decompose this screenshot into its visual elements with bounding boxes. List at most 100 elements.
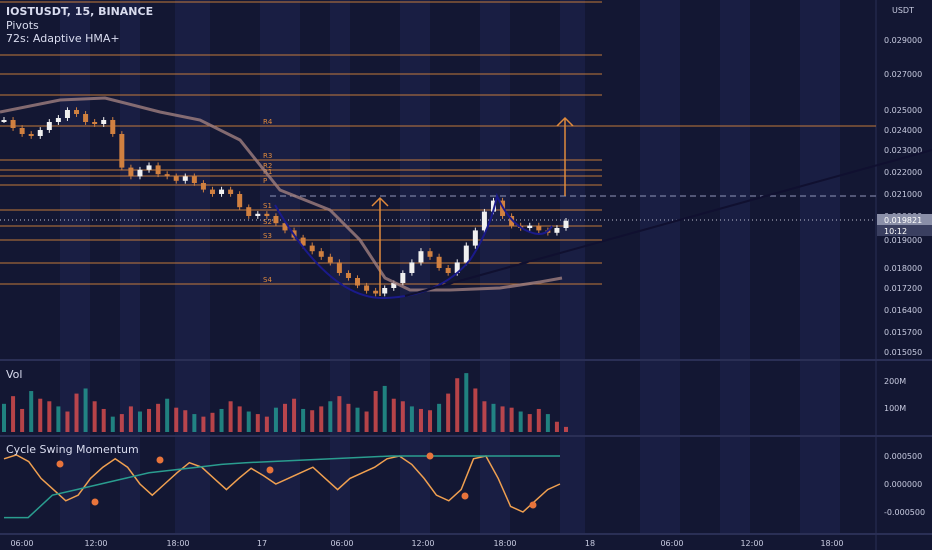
volume-bar [264,416,269,432]
volume-bar [319,406,324,432]
candle-body [255,213,261,216]
candle-body [490,200,496,212]
candle-body [481,211,487,231]
candle-body [355,278,361,286]
candle-body [563,220,569,228]
oscillator-tick-label: 0.000500 [884,452,922,461]
volume-bar [38,398,43,432]
volume-tick-label: 200M [884,377,906,386]
volume-bar [92,401,97,432]
volume-bar [536,408,541,432]
indicator-pivots-label: Pivots [6,19,39,32]
price-tick-label: 0.024000 [884,126,922,135]
volume-bar [545,414,550,432]
candle-body [164,174,170,177]
x-tick-label: 18:00 [166,539,189,548]
volume-bar [409,406,414,432]
volume-bar [56,406,61,432]
candle-body [318,251,324,257]
candle-body [83,114,89,122]
price-tick-label: 0.018000 [884,264,922,273]
oscillator-pivot-dot-6 [529,501,537,509]
oscillator-pivot-dot-3 [266,466,274,474]
oscillator-pivot-dot-0 [56,460,64,468]
oscillator-pivot-dot-4 [426,452,434,460]
session-band-3 [260,0,300,534]
projection-arrowhead-2 [556,116,574,127]
candle-body [327,256,333,263]
session-band-2 [175,0,210,534]
oscillator-pivot-dot-2 [156,456,164,464]
volume-pane-label: Vol [6,368,23,381]
cup-handle-curve [274,192,553,300]
x-tick-label: 12:00 [740,539,763,548]
volume-bar [428,410,433,432]
candle-body [228,189,234,194]
candle-body [427,251,433,257]
candle-body [436,256,442,268]
pivot-label: R3 [263,152,272,160]
currency-label: USDT [892,6,914,15]
volume-bar [418,408,423,432]
price-tick-label: 0.027000 [884,70,922,79]
candle-body [46,122,52,130]
oscillator-pane-label: Cycle Swing Momentum [6,443,139,456]
volume-bar [20,408,25,432]
volume-bar [283,403,287,432]
candle-body [400,273,406,283]
session-band-5 [400,0,430,534]
volume-bar [83,388,88,432]
volume-bar [455,378,460,432]
session-band-6 [480,0,510,534]
volume-bar [201,416,206,432]
pivot-label: S4 [263,276,272,284]
volume-bar [373,391,378,432]
price-tick-label: 0.015050 [884,348,922,357]
pivot-label: R4 [263,118,273,126]
candle-body [237,194,243,208]
volume-bar [11,396,16,432]
price-tick-label: 0.016400 [884,306,922,315]
volume-bar [292,398,297,432]
candle-body [191,176,197,183]
volume-bar [564,426,568,432]
volume-bar [509,407,514,432]
volume-bar [255,414,260,432]
trend-line [404,149,932,297]
hma-line [0,96,563,292]
volume-bar [174,407,179,432]
volume-bar [119,414,124,432]
candle-body [309,245,315,252]
candle-body [28,134,34,136]
volume-bar [301,408,306,432]
candle-body [463,245,469,263]
oscillator-pivot-dot-1 [91,498,99,506]
x-tick-label: 18 [585,539,595,548]
candle-body [445,268,451,273]
volume-bar [491,403,496,432]
candle-body [37,130,43,136]
candle-body [209,189,215,194]
volume-bar [192,414,197,432]
volume-bar [273,407,278,432]
volume-bar [47,401,52,432]
volume-bar [2,403,6,432]
candle-body [246,207,252,216]
candle-body [373,290,379,294]
volume-bar [210,412,215,432]
candle-body [146,165,152,170]
volume-bar [364,411,369,432]
volume-bar [156,403,161,432]
volume-bar [110,416,115,432]
candle-body [55,118,61,122]
symbol-title: IOSTUSDT, 15, BINANCE [6,5,154,18]
volume-bar [437,403,442,432]
candle-body [137,169,143,177]
pivot-label: S1 [263,202,272,210]
candle-body [173,176,179,181]
oscillator-tick-label: 0.000000 [884,480,922,489]
pivot-label: R2 [263,162,272,170]
price-tick-label: 0.022000 [884,168,922,177]
